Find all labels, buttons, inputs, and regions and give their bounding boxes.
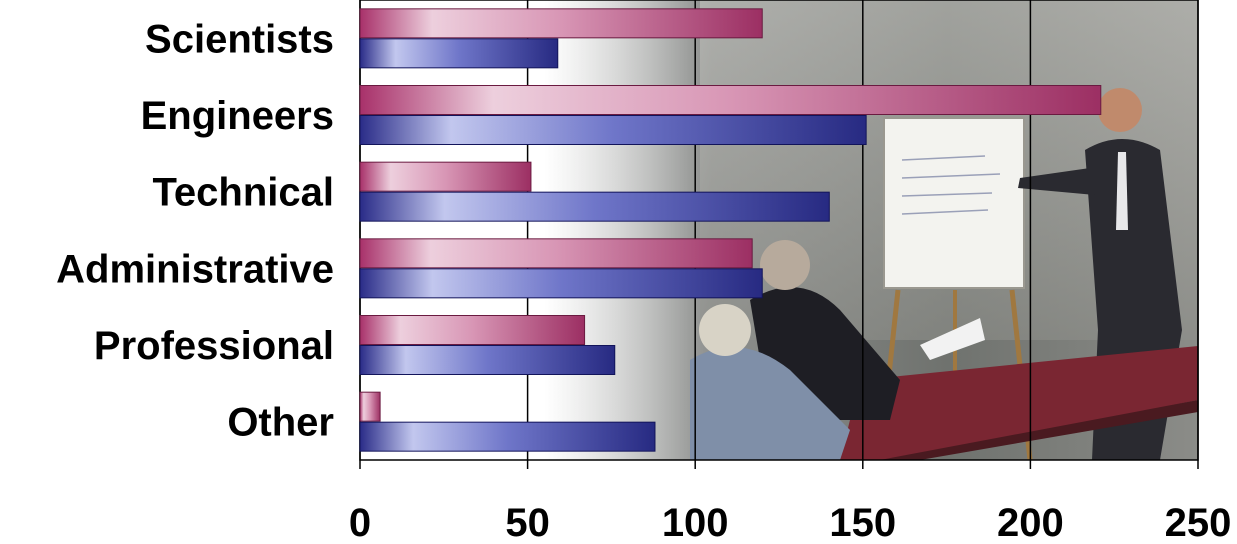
bars-layer	[359, 8, 1102, 452]
category-label-other: Other	[227, 401, 334, 445]
bar-professional-series-2	[359, 345, 616, 375]
bar-administrative-series-2	[359, 268, 763, 299]
category-label-engineers: Engineers	[141, 94, 334, 138]
plot-area-frame	[359, 0, 1199, 461]
x-tick-label-1: 50	[505, 501, 550, 544]
category-label-technical: Technical	[152, 171, 334, 215]
bar-engineers-series-2	[359, 115, 867, 145]
x-tick-label-3: 150	[829, 501, 896, 544]
presentation-photo	[360, 0, 1198, 460]
bar-technical-series-2	[359, 191, 830, 222]
category-label-scientists: Scientists	[145, 17, 334, 61]
bar-other-series-1	[359, 391, 381, 422]
bar-scientists-series-2	[359, 38, 559, 69]
x-tick-label-4: 200	[997, 501, 1064, 544]
category-labels: Scientists Engineers Technical Administrati…	[56, 17, 334, 444]
category-label-administrative: Administrative	[56, 247, 334, 291]
bar-engineers-series-1	[359, 85, 1102, 115]
x-tick-label-0: 0	[349, 501, 371, 544]
bar-professional-series-1	[359, 315, 586, 345]
x-axis-tick-labels: 0 50 100 150 200 250	[349, 501, 1232, 544]
bar-technical-series-1	[359, 161, 532, 192]
bar-other-series-2	[359, 421, 656, 452]
x-tick-label-2: 100	[662, 501, 729, 544]
bar-scientists-series-1	[359, 8, 763, 39]
bar-administrative-series-1	[359, 238, 753, 269]
x-tick-label-5: 250	[1165, 501, 1232, 544]
category-label-professional: Professional	[94, 324, 334, 368]
